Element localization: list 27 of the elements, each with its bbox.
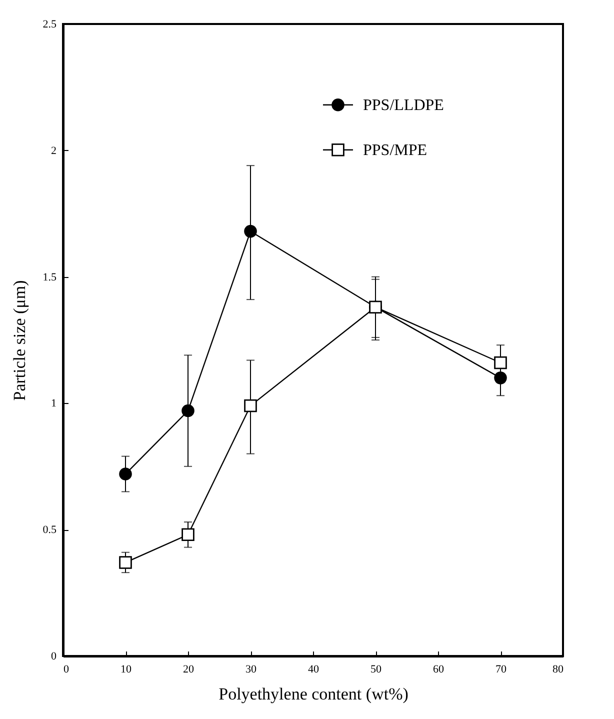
y-tick-label: 1 <box>51 398 56 410</box>
point <box>182 404 194 418</box>
y-tick-label: 1.5 <box>42 271 57 284</box>
x-tick-label: 10 <box>120 664 132 676</box>
y-tick-label: 2.5 <box>42 18 57 30</box>
point <box>244 399 257 412</box>
y-tick-label: 0.5 <box>42 524 57 536</box>
y-tick-label: 0 <box>51 650 57 662</box>
x-tick-label: 20 <box>183 664 194 676</box>
x-tick-label: 0 <box>64 664 70 676</box>
point <box>244 224 257 238</box>
x-tick-label: 70 <box>496 664 507 676</box>
legend-label: PPS/MPE <box>363 142 428 159</box>
x-tick-label: 40 <box>308 664 320 676</box>
x-axis-title: Polyethylene content (wt%) <box>218 684 408 704</box>
y-tick-label: 2 <box>51 144 56 157</box>
x-tick-label: 60 <box>433 664 444 676</box>
x-tick-label: 80 <box>552 664 564 676</box>
y-axis-title: Particle size (μm) <box>10 280 29 401</box>
point <box>119 468 132 480</box>
point <box>494 372 507 384</box>
point <box>182 528 194 542</box>
x-tick-label: 50 <box>370 664 382 676</box>
x-tick-label: 30 <box>246 664 257 676</box>
legend-label: PPS/LLDPE <box>363 96 444 114</box>
point <box>119 556 132 569</box>
point <box>494 356 507 370</box>
